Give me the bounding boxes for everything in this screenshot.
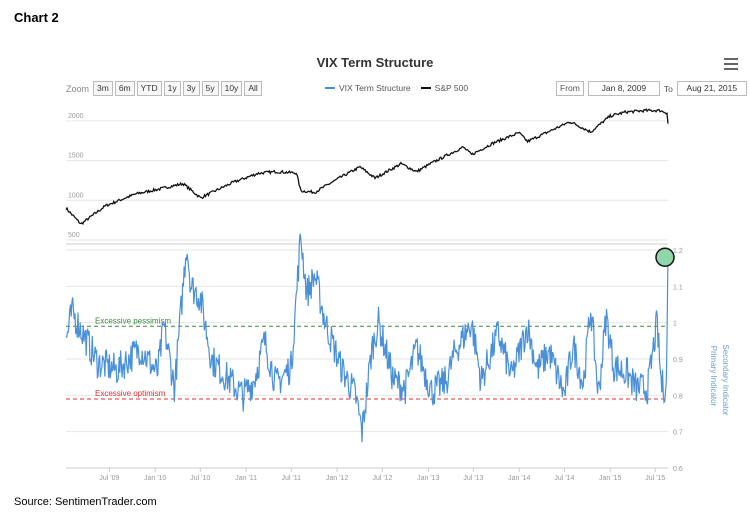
chart-title: VIX Term Structure: [316, 55, 434, 70]
x-tick-label: Jul '09: [99, 475, 119, 480]
zoom-toolbar: Zoom 3m 6m YTD 1y 3y 5y 10y All: [66, 81, 264, 96]
zoom-button-3y[interactable]: 3y: [182, 81, 200, 96]
zoom-button-all[interactable]: All: [244, 81, 262, 96]
date-range-selector: From Jan 8, 2009 To Aug 21, 2015: [556, 81, 750, 96]
legend-swatch-vix: [325, 87, 335, 89]
from-label: From: [556, 81, 584, 96]
zoom-button-6m[interactable]: 6m: [114, 81, 135, 96]
x-tick-label: Jan '12: [326, 475, 348, 480]
to-label: To: [663, 83, 673, 94]
chart-plot-area: Excessive pessimism Excessive optimism 50…: [65, 108, 730, 480]
lower-y-tick-label: 1.1: [673, 284, 683, 291]
lower-y-tick-label: 0.9: [673, 357, 683, 364]
x-tick-label: Jan '14: [508, 475, 530, 480]
legend-label-spx: S&P 500: [434, 83, 469, 93]
zoom-button-ytd[interactable]: YTD: [136, 81, 162, 96]
secondary-indicator-axis-label: Secondary Indicator: [721, 344, 730, 415]
legend-label-vix: VIX Term Structure: [339, 83, 411, 93]
zoom-button-3m[interactable]: 3m: [93, 81, 113, 96]
x-tick-label: Jan '10: [144, 475, 166, 480]
x-tick-label: Jan '15: [599, 475, 621, 480]
lower-y-tick-label: 1: [673, 321, 677, 328]
optimism-threshold-label: Excessive optimism: [95, 389, 166, 398]
x-tick-label: Jul '12: [372, 475, 392, 480]
legend-item-vix[interactable]: VIX Term Structure: [325, 83, 411, 93]
x-tick-label: Jan '11: [235, 475, 257, 480]
lower-y-tick-label: 1.2: [673, 248, 683, 255]
x-tick-label: Jul '15: [645, 475, 665, 480]
to-date-input[interactable]: Aug 21, 2015: [676, 81, 747, 96]
x-tick-label: Jul '13: [463, 475, 483, 480]
page-heading: Chart 2: [14, 10, 59, 25]
lower-y-tick-label: 0.8: [673, 393, 683, 400]
zoom-label: Zoom: [66, 83, 90, 94]
lower-y-tick-label: 0.6: [673, 466, 683, 473]
x-tick-label: Jul '11: [282, 475, 302, 480]
lower-y-tick-label: 0.7: [673, 430, 683, 437]
zoom-button-10y[interactable]: 10y: [220, 81, 243, 96]
primary-indicator-axis-label: Primary Indicator: [709, 346, 718, 407]
upper-y-tick-label: 1500: [68, 153, 84, 160]
x-tick-label: Jan '13: [417, 475, 439, 480]
upper-y-tick-label: 500: [68, 232, 80, 239]
zoom-button-5y[interactable]: 5y: [201, 81, 219, 96]
upper-y-tick-label: 2000: [68, 113, 84, 120]
sp500-line: [65, 108, 669, 226]
x-tick-label: Jul '14: [554, 475, 574, 480]
zoom-button-1y[interactable]: 1y: [163, 81, 181, 96]
legend-item-spx[interactable]: S&P 500: [420, 83, 469, 93]
upper-y-tick-label: 1000: [68, 192, 84, 199]
highlighted-point-marker: [655, 247, 675, 268]
hamburger-menu-icon[interactable]: [724, 58, 738, 70]
pessimism-threshold-label: Excessive pessimism: [95, 316, 171, 325]
vix-term-structure-line: [65, 233, 669, 443]
x-tick-label: Jul '10: [190, 475, 210, 480]
legend-swatch-spx: [420, 87, 431, 89]
chart-legend: VIX Term Structure S&P 500: [325, 83, 478, 93]
from-date-input[interactable]: Jan 8, 2009: [587, 81, 660, 96]
source-note: Source: SentimenTrader.com: [14, 496, 157, 508]
